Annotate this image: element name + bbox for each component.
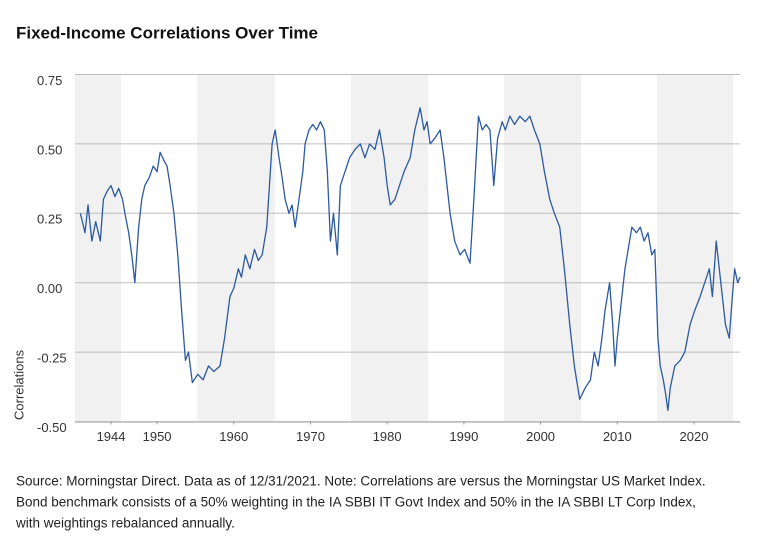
band bbox=[197, 74, 275, 422]
note-line: Bond benchmark consists of a 50% weighti… bbox=[16, 495, 696, 510]
band bbox=[75, 74, 121, 422]
band bbox=[504, 74, 581, 422]
x-tick-label: 1944 bbox=[97, 429, 126, 444]
x-tick-label: 2000 bbox=[526, 429, 555, 444]
x-tick-label: 2010 bbox=[603, 429, 632, 444]
x-tick-label: 2020 bbox=[680, 429, 709, 444]
x-tick-label: 1990 bbox=[449, 429, 478, 444]
y-tick-label: -0.25 bbox=[37, 351, 67, 366]
y-tick-label: -0.50 bbox=[37, 420, 67, 435]
decade-shading bbox=[75, 74, 733, 422]
x-tick-label: 1970 bbox=[296, 429, 325, 444]
chart-title: Fixed-Income Correlations Over Time bbox=[16, 23, 318, 42]
y-tick-label: 0.25 bbox=[37, 212, 62, 227]
x-tick-label: 1960 bbox=[219, 429, 248, 444]
band bbox=[351, 74, 428, 422]
note-line: Source: Morningstar Direct. Data as of 1… bbox=[16, 474, 706, 489]
y-tick-label: 0.50 bbox=[37, 142, 62, 157]
y-tick-label: 0.75 bbox=[37, 73, 62, 88]
y-tick-label: 0.00 bbox=[37, 281, 62, 296]
note-line: with weightings rebalanced annually. bbox=[15, 516, 235, 531]
x-tick-label: 1980 bbox=[373, 429, 402, 444]
x-tick-label: 1950 bbox=[143, 429, 172, 444]
band bbox=[657, 74, 733, 422]
y-axis-label: Correlations bbox=[11, 349, 26, 420]
series-line bbox=[79, 107, 741, 412]
